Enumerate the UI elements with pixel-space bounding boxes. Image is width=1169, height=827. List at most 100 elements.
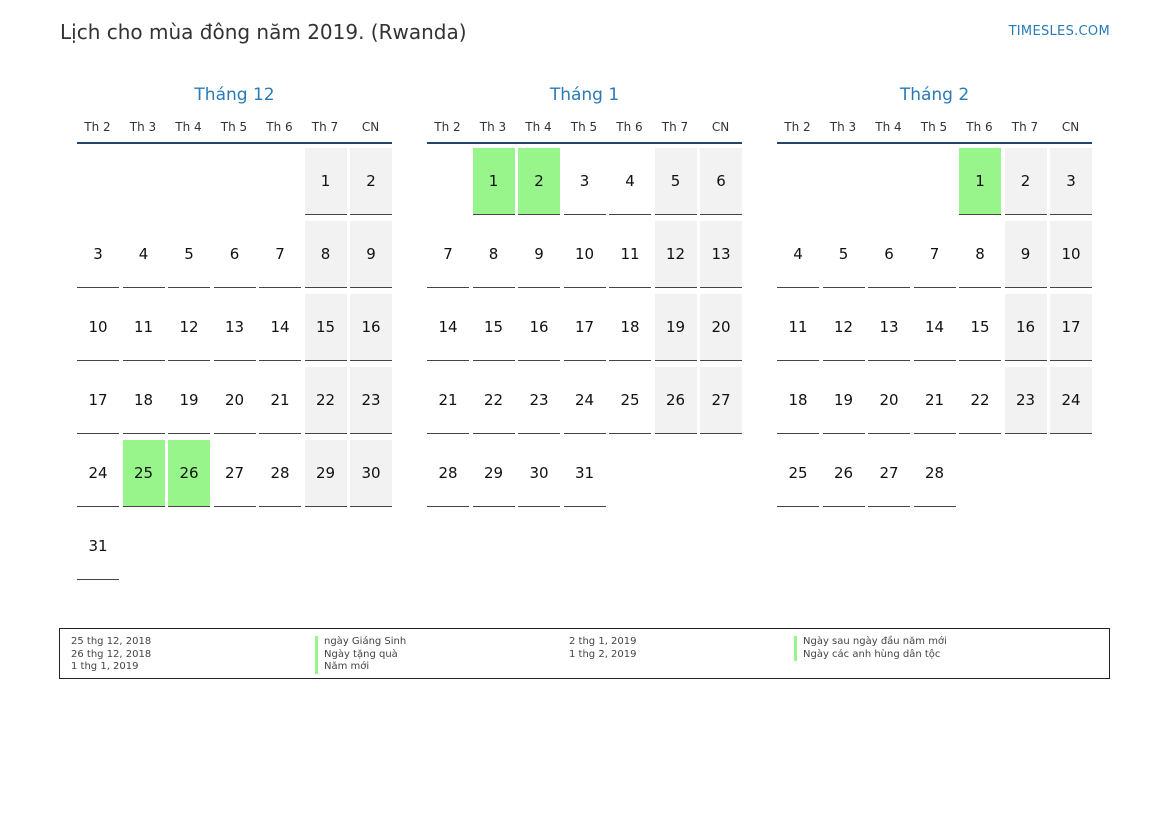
- day-cell[interactable]: 11: [122, 294, 165, 361]
- day-cell[interactable]: 20: [868, 367, 910, 434]
- day-cell[interactable]: 12: [168, 294, 210, 361]
- day-cell[interactable]: 10: [563, 221, 606, 288]
- day-cell[interactable]: 7: [427, 221, 469, 288]
- day-cell[interactable]: 29: [472, 440, 515, 507]
- day-cell[interactable]: 12: [822, 294, 865, 361]
- day-cell[interactable]: 23: [518, 367, 560, 434]
- day-cell[interactable]: 19: [654, 294, 697, 361]
- day-cell[interactable]: 6: [213, 221, 256, 288]
- day-cell[interactable]: 22: [304, 367, 347, 434]
- holiday-day-cell[interactable]: 1: [959, 148, 1001, 215]
- day-cell[interactable]: 15: [304, 294, 347, 361]
- day-cell[interactable]: 28: [913, 440, 956, 507]
- day-cell[interactable]: 30: [350, 440, 392, 507]
- weekday-label: Th 5: [920, 120, 948, 134]
- day-cell[interactable]: 23: [350, 367, 392, 434]
- day-cell[interactable]: 24: [563, 367, 606, 434]
- day-cell[interactable]: 31: [77, 513, 119, 580]
- day-cell[interactable]: 20: [213, 367, 256, 434]
- month-calendar: Tháng 1 Th 2 Th 3 Th 4 Th 5 Th 6 Th 7 CN 1 2 3 4 5 6 7…: [427, 84, 742, 507]
- holiday-day-cell[interactable]: 26: [168, 440, 210, 507]
- day-cell[interactable]: 5: [168, 221, 210, 288]
- day-cell[interactable]: 7: [913, 221, 956, 288]
- day-cell[interactable]: 9: [350, 221, 392, 288]
- day-cell[interactable]: 19: [822, 367, 865, 434]
- day-cell[interactable]: 21: [427, 367, 469, 434]
- day-cell[interactable]: 25: [777, 440, 819, 507]
- day-cell[interactable]: 17: [1050, 294, 1092, 361]
- day-cell[interactable]: 13: [700, 221, 742, 288]
- day-cell[interactable]: 7: [259, 221, 301, 288]
- day-cell[interactable]: 25: [609, 367, 651, 434]
- day-cell[interactable]: 14: [427, 294, 469, 361]
- day-cell[interactable]: 31: [563, 440, 606, 507]
- day-cell[interactable]: 16: [518, 294, 560, 361]
- day-cell[interactable]: 5: [654, 148, 697, 215]
- day-cell[interactable]: 28: [259, 440, 301, 507]
- holiday-day-cell[interactable]: 25: [122, 440, 165, 507]
- day-cell[interactable]: 18: [122, 367, 165, 434]
- day-cell[interactable]: 18: [609, 294, 651, 361]
- day-cell[interactable]: 11: [609, 221, 651, 288]
- day-cell[interactable]: 3: [563, 148, 606, 215]
- day-cell[interactable]: 27: [868, 440, 910, 507]
- day-cell[interactable]: 30: [518, 440, 560, 507]
- weekday-label: Th 5: [570, 120, 598, 134]
- day-cell[interactable]: 2: [350, 148, 392, 215]
- day-cell[interactable]: 3: [1050, 148, 1092, 215]
- day-cell[interactable]: 6: [700, 148, 742, 215]
- day-cell[interactable]: 5: [822, 221, 865, 288]
- day-cell[interactable]: 22: [959, 367, 1001, 434]
- day-cell[interactable]: 6: [868, 221, 910, 288]
- day-cell[interactable]: 24: [77, 440, 119, 507]
- day-cell[interactable]: 26: [822, 440, 865, 507]
- day-cell[interactable]: 19: [168, 367, 210, 434]
- day-cell[interactable]: 4: [609, 148, 651, 215]
- day-cell[interactable]: 16: [1004, 294, 1047, 361]
- site-link[interactable]: TIMESLES.COM: [1008, 24, 1110, 39]
- weekday-label: Th 4: [525, 120, 552, 134]
- day-cell[interactable]: 11: [777, 294, 819, 361]
- day-cell[interactable]: 8: [304, 221, 347, 288]
- day-cell[interactable]: 21: [259, 367, 301, 434]
- day-cell[interactable]: 28: [427, 440, 469, 507]
- legend-holiday-name: Ngày sau ngày đầu năm mới: [794, 636, 947, 649]
- day-cell[interactable]: 9: [1004, 221, 1047, 288]
- day-cell[interactable]: 1: [304, 148, 347, 215]
- day-cell[interactable]: 22: [472, 367, 515, 434]
- day-cell[interactable]: 4: [122, 221, 165, 288]
- day-cell[interactable]: 26: [654, 367, 697, 434]
- day-cell[interactable]: 24: [1050, 367, 1092, 434]
- weekday-label: Th 6: [266, 120, 293, 134]
- day-cell[interactable]: 15: [472, 294, 515, 361]
- day-cell[interactable]: 23: [1004, 367, 1047, 434]
- day-cell[interactable]: 14: [259, 294, 301, 361]
- day-cell[interactable]: 4: [777, 221, 819, 288]
- day-cell[interactable]: 14: [913, 294, 956, 361]
- day-cell[interactable]: 20: [700, 294, 742, 361]
- day-cell[interactable]: 27: [700, 367, 742, 434]
- day-cell[interactable]: 13: [868, 294, 910, 361]
- day-cell[interactable]: 12: [654, 221, 697, 288]
- day-cell[interactable]: 2: [1004, 148, 1047, 215]
- day-cell[interactable]: 10: [1050, 221, 1092, 288]
- day-cell[interactable]: 17: [563, 294, 606, 361]
- day-cell[interactable]: 29: [304, 440, 347, 507]
- day-cell[interactable]: 8: [959, 221, 1001, 288]
- weekday-label: Th 7: [311, 120, 339, 134]
- day-cell[interactable]: 10: [77, 294, 119, 361]
- day-cell[interactable]: 21: [913, 367, 956, 434]
- holiday-day-cell[interactable]: 1: [472, 148, 515, 215]
- legend-holiday-name: ngày Giáng Sinh: [315, 636, 406, 649]
- page-title: Lịch cho mùa đông năm 2019. (Rwanda): [60, 20, 467, 44]
- holiday-day-cell[interactable]: 2: [518, 148, 560, 215]
- day-cell[interactable]: 16: [350, 294, 392, 361]
- day-cell[interactable]: 13: [213, 294, 256, 361]
- day-cell[interactable]: 18: [777, 367, 819, 434]
- day-cell[interactable]: 17: [77, 367, 119, 434]
- day-cell[interactable]: 15: [959, 294, 1001, 361]
- day-cell[interactable]: 8: [472, 221, 515, 288]
- day-cell[interactable]: 27: [213, 440, 256, 507]
- day-cell[interactable]: 9: [518, 221, 560, 288]
- day-cell[interactable]: 3: [77, 221, 119, 288]
